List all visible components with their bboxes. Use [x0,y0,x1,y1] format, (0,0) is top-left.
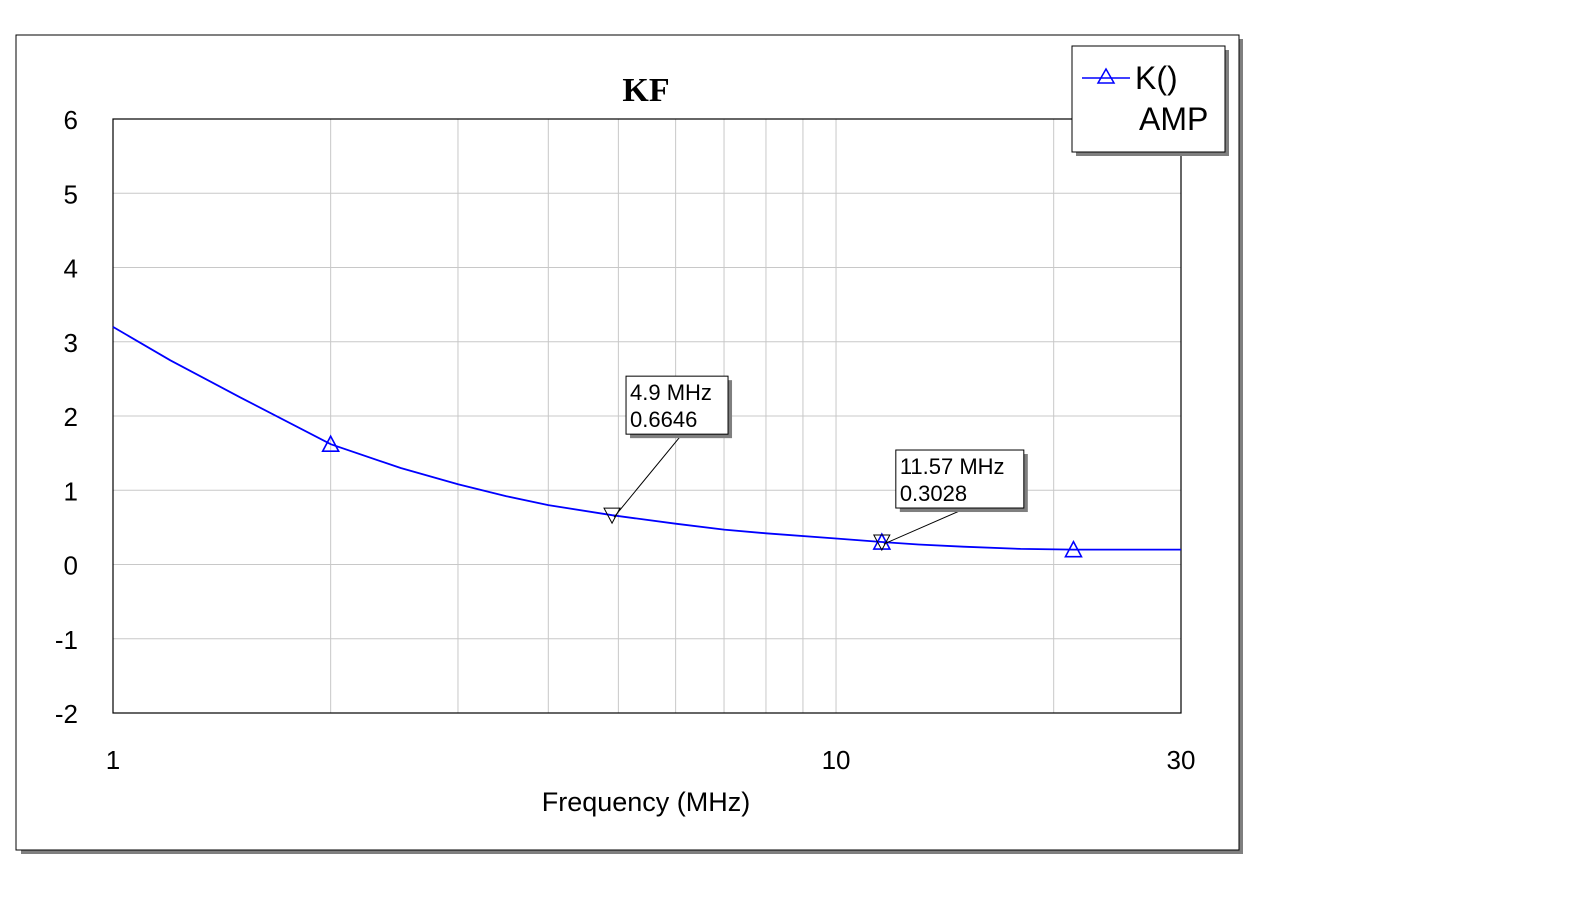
series-line [112,326,1181,551]
plot-area-border [112,118,1182,714]
annotation-frequency: 11.57 MHz [900,454,1005,479]
legend-triangle-marker [1096,67,1116,84]
cursor-marker [603,507,621,525]
annotation-value: 0.6646 [630,407,697,432]
chart-title: KF [622,72,669,109]
y-tick-label: 1 [64,476,78,506]
annotation-leader [883,507,967,545]
y-tick-label: -2 [55,699,78,729]
x-tick-label: 30 [1167,745,1196,775]
y-axis-ticks: 6 5 4 3 2 1 0 -1 -2 [55,105,78,729]
y-tick-label: 0 [64,551,78,581]
y-tick-label: 4 [64,254,78,284]
series-marker [1064,539,1083,558]
x-tick-label: 10 [822,745,851,775]
legend-series-name: K() [1135,60,1178,96]
y-tick-label: 2 [64,402,78,432]
cursor-marker [872,534,891,552]
annotation-box [625,375,729,435]
series-marker [321,434,340,453]
y-tick-label: 3 [64,328,78,358]
x-tick-label: 1 [106,745,120,775]
legend-series-subname: AMP [1139,101,1208,137]
y-tick-label: 5 [64,179,78,209]
annotation-frequency: 4.9 MHz [630,380,712,405]
legend: K() AMP [1071,45,1229,156]
annotation-leader [613,433,683,518]
legend-box [1071,45,1226,153]
chart-frame [15,34,1240,851]
y-tick-label: 6 [64,105,78,135]
x-axis-label: Frequency (MHz) [542,787,751,817]
x-axis-ticks: 1 10 30 [106,745,1196,775]
annotation-box [895,449,1025,509]
y-tick-label: -1 [55,625,78,655]
annotation-value: 0.3028 [900,481,967,506]
